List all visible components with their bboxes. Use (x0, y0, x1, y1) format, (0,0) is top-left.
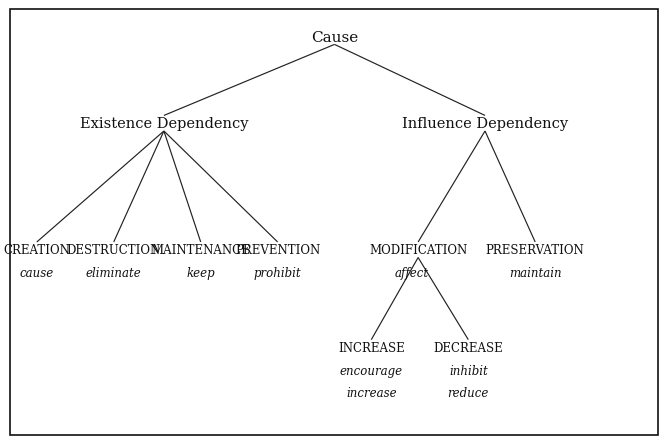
Text: DECREASE: DECREASE (434, 342, 503, 355)
Text: maintain: maintain (509, 266, 561, 280)
Text: PRESERVATION: PRESERVATION (486, 244, 585, 258)
Text: keep: keep (187, 266, 215, 280)
Text: DESTRUCTION: DESTRUCTION (67, 244, 161, 258)
Text: PREVENTION: PREVENTION (235, 244, 320, 258)
Text: eliminate: eliminate (86, 266, 142, 280)
Text: encourage: encourage (340, 365, 403, 378)
Text: affect: affect (395, 266, 429, 280)
Text: INCREASE: INCREASE (338, 342, 405, 355)
Text: MAINTENANCE: MAINTENANCE (151, 244, 250, 258)
Text: CREATION: CREATION (3, 244, 70, 258)
Text: cause: cause (19, 266, 54, 280)
Text: Existence Dependency: Existence Dependency (80, 117, 248, 131)
Text: increase: increase (346, 387, 397, 400)
Text: reduce: reduce (448, 387, 489, 400)
Text: Cause: Cause (311, 31, 358, 45)
Text: inhibit: inhibit (449, 365, 488, 378)
Text: MODIFICATION: MODIFICATION (369, 244, 467, 258)
Text: Influence Dependency: Influence Dependency (402, 117, 568, 131)
Text: prohibit: prohibit (254, 266, 302, 280)
